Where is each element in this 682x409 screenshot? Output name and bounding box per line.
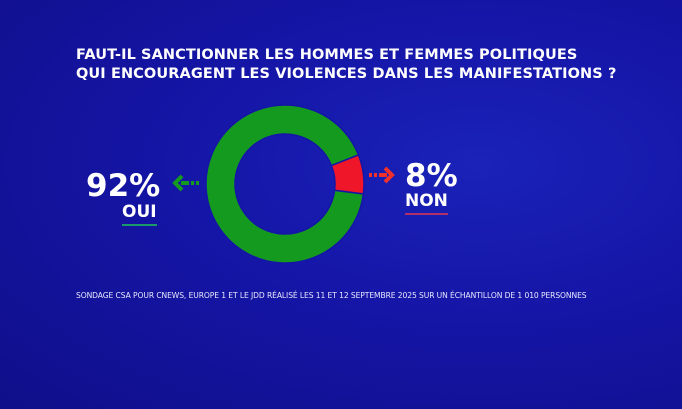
chart-title: FAUT-IL SANCTIONNER LES HOMMES ET FEMMES… (76, 46, 616, 84)
title-line-1: FAUT-IL SANCTIONNER LES HOMMES ET FEMMES… (76, 47, 578, 63)
oui-percent: 92% (86, 168, 161, 204)
survey-source: SONDAGE CSA POUR CNEWS, EUROPE 1 ET LE J… (76, 291, 587, 300)
non-label: NON (405, 191, 448, 215)
arrow-right-icon (369, 166, 395, 184)
oui-label: OUI (122, 202, 157, 226)
non-percent: 8% (405, 158, 458, 194)
arrow-left-icon (172, 174, 199, 192)
slice-oui (205, 104, 365, 264)
slice-non (330, 153, 365, 195)
title-line-2: QUI ENCOURAGENT LES VIOLENCES DANS LES M… (76, 66, 617, 82)
